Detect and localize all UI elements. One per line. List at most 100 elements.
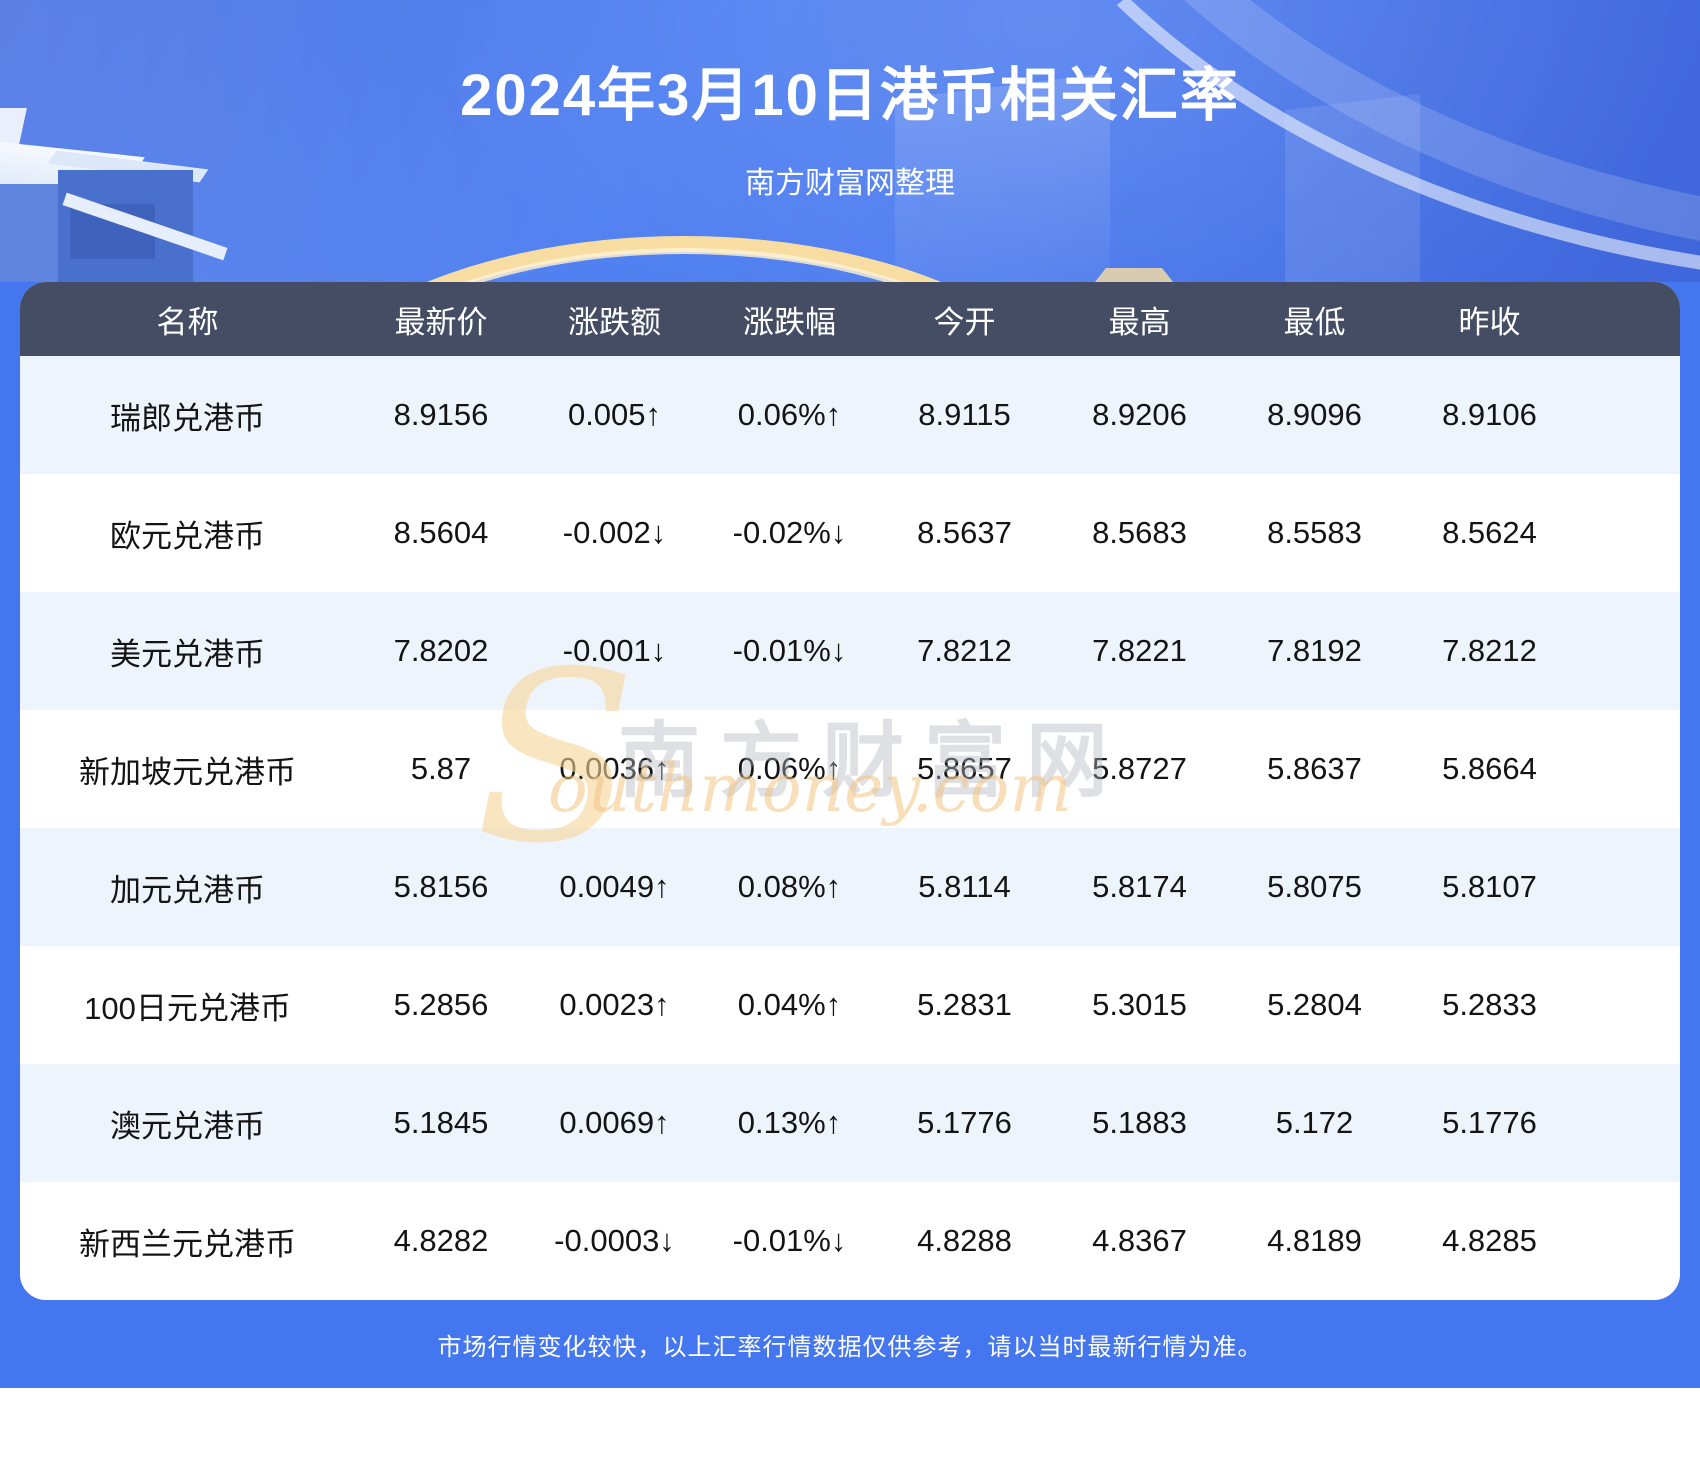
column-header-latest: 最新价 xyxy=(355,282,527,356)
spacer-cell xyxy=(1577,1182,1680,1300)
change-amount-cell: 0.0049↑ xyxy=(527,828,702,946)
column-header-open: 今开 xyxy=(877,282,1052,356)
column-header-spacer xyxy=(1577,282,1680,356)
low-cell: 8.9096 xyxy=(1227,356,1402,474)
latest-price-cell: 8.5604 xyxy=(355,474,527,592)
column-header-low: 最低 xyxy=(1227,282,1402,356)
open-cell: 5.8114 xyxy=(877,828,1052,946)
column-header-name: 名称 xyxy=(20,282,355,356)
content-area: 名称 最新价 涨跌额 涨跌幅 今开 最高 最低 昨收 瑞郎兑港币 8.9156 … xyxy=(0,282,1700,1388)
change-amount-cell: 0.0036↑ xyxy=(527,710,702,828)
spacer-cell xyxy=(1577,1064,1680,1182)
open-cell: 4.8288 xyxy=(877,1182,1052,1300)
change-percent-cell: 0.04%↑ xyxy=(702,946,877,1064)
high-cell: 8.5683 xyxy=(1052,474,1227,592)
low-cell: 5.2804 xyxy=(1227,946,1402,1064)
footer-band: 市场行情变化较快，以上汇率行情数据仅供参考，请以当时最新行情为准。 xyxy=(0,1300,1700,1388)
change-percent-cell: 0.13%↑ xyxy=(702,1064,877,1182)
low-cell: 5.8075 xyxy=(1227,828,1402,946)
change-amount-cell: -0.002↓ xyxy=(527,474,702,592)
change-percent-cell: 0.06%↑ xyxy=(702,710,877,828)
spacer-cell xyxy=(1577,474,1680,592)
table-row: 加元兑港币 5.8156 0.0049↑ 0.08%↑ 5.8114 5.817… xyxy=(20,828,1680,946)
table-row: 瑞郎兑港币 8.9156 0.005↑ 0.06%↑ 8.9115 8.9206… xyxy=(20,356,1680,474)
isometric-building-decoration xyxy=(0,108,250,282)
latest-price-cell: 7.8202 xyxy=(355,592,527,710)
currency-name-cell: 新西兰元兑港币 xyxy=(20,1182,355,1300)
change-amount-cell: 0.005↑ xyxy=(527,356,702,474)
tan-chip-decoration xyxy=(1095,268,1173,282)
change-amount-cell: 0.0023↑ xyxy=(527,946,702,1064)
table-row: 新西兰元兑港币 4.8282 -0.0003↓ -0.01%↓ 4.8288 4… xyxy=(20,1182,1680,1300)
open-cell: 8.5637 xyxy=(877,474,1052,592)
currency-name-cell: 100日元兑港币 xyxy=(20,946,355,1064)
low-cell: 5.8637 xyxy=(1227,710,1402,828)
currency-name-cell: 新加坡元兑港币 xyxy=(20,710,355,828)
open-cell: 7.8212 xyxy=(877,592,1052,710)
low-cell: 7.8192 xyxy=(1227,592,1402,710)
table-row: 100日元兑港币 5.2856 0.0023↑ 0.04%↑ 5.2831 5.… xyxy=(20,946,1680,1064)
disclaimer-text: 市场行情变化较快，以上汇率行情数据仅供参考，请以当时最新行情为准。 xyxy=(437,1333,1263,1361)
page-subtitle: 南方财富网整理 xyxy=(745,167,955,200)
page-title: 2024年3月10日港币相关汇率 xyxy=(460,63,1240,128)
column-header-change: 涨跌额 xyxy=(527,282,702,356)
column-header-high: 最高 xyxy=(1052,282,1227,356)
prev-close-cell: 8.5624 xyxy=(1402,474,1577,592)
prev-close-cell: 8.9106 xyxy=(1402,356,1577,474)
change-percent-cell: -0.02%↓ xyxy=(702,474,877,592)
column-header-change-pct: 涨跌幅 xyxy=(702,282,877,356)
latest-price-cell: 5.8156 xyxy=(355,828,527,946)
spacer-cell xyxy=(1577,592,1680,710)
low-cell: 8.5583 xyxy=(1227,474,1402,592)
high-cell: 5.8727 xyxy=(1052,710,1227,828)
open-cell: 5.1776 xyxy=(877,1064,1052,1182)
change-percent-cell: -0.01%↓ xyxy=(702,1182,877,1300)
spacer-cell xyxy=(1577,356,1680,474)
prev-close-cell: 7.8212 xyxy=(1402,592,1577,710)
prev-close-cell: 5.8107 xyxy=(1402,828,1577,946)
hero-banner: 2024年3月10日港币相关汇率 南方财富网整理 xyxy=(0,0,1700,282)
low-cell: 5.172 xyxy=(1227,1064,1402,1182)
rates-table-card: 名称 最新价 涨跌额 涨跌幅 今开 最高 最低 昨收 瑞郎兑港币 8.9156 … xyxy=(20,282,1680,1300)
latest-price-cell: 4.8282 xyxy=(355,1182,527,1300)
prev-close-cell: 5.1776 xyxy=(1402,1064,1577,1182)
table-row: 澳元兑港币 5.1845 0.0069↑ 0.13%↑ 5.1776 5.188… xyxy=(20,1064,1680,1182)
high-cell: 5.1883 xyxy=(1052,1064,1227,1182)
table-row: 欧元兑港币 8.5604 -0.002↓ -0.02%↓ 8.5637 8.56… xyxy=(20,474,1680,592)
change-amount-cell: 0.0069↑ xyxy=(527,1064,702,1182)
currency-name-cell: 欧元兑港币 xyxy=(20,474,355,592)
table-row: 新加坡元兑港币 5.87 0.0036↑ 0.06%↑ 5.8657 5.872… xyxy=(20,710,1680,828)
column-header-prev-close: 昨收 xyxy=(1402,282,1577,356)
open-cell: 8.9115 xyxy=(877,356,1052,474)
golden-arc-highlight xyxy=(282,248,1086,282)
latest-price-cell: 8.9156 xyxy=(355,356,527,474)
spacer-cell xyxy=(1577,828,1680,946)
table-row: 美元兑港币 7.8202 -0.001↓ -0.01%↓ 7.8212 7.82… xyxy=(20,592,1680,710)
high-cell: 7.8221 xyxy=(1052,592,1227,710)
prev-close-cell: 5.2833 xyxy=(1402,946,1577,1064)
change-percent-cell: 0.08%↑ xyxy=(702,828,877,946)
open-cell: 5.2831 xyxy=(877,946,1052,1064)
change-percent-cell: -0.01%↓ xyxy=(702,592,877,710)
high-cell: 4.8367 xyxy=(1052,1182,1227,1300)
spacer-cell xyxy=(1577,946,1680,1064)
high-cell: 8.9206 xyxy=(1052,356,1227,474)
bottom-margin xyxy=(0,1388,1700,1470)
change-amount-cell: -0.0003↓ xyxy=(527,1182,702,1300)
change-amount-cell: -0.001↓ xyxy=(527,592,702,710)
rates-table-body: 瑞郎兑港币 8.9156 0.005↑ 0.06%↑ 8.9115 8.9206… xyxy=(20,356,1680,1300)
latest-price-cell: 5.87 xyxy=(355,710,527,828)
prev-close-cell: 4.8285 xyxy=(1402,1182,1577,1300)
open-cell: 5.8657 xyxy=(877,710,1052,828)
prev-close-cell: 5.8664 xyxy=(1402,710,1577,828)
low-cell: 4.8189 xyxy=(1227,1182,1402,1300)
exchange-rates-table: 名称 最新价 涨跌额 涨跌幅 今开 最高 最低 昨收 瑞郎兑港币 8.9156 … xyxy=(20,282,1680,1300)
currency-name-cell: 澳元兑港币 xyxy=(20,1064,355,1182)
high-cell: 5.8174 xyxy=(1052,828,1227,946)
spacer-cell xyxy=(1577,710,1680,828)
currency-name-cell: 瑞郎兑港币 xyxy=(20,356,355,474)
latest-price-cell: 5.2856 xyxy=(355,946,527,1064)
high-cell: 5.3015 xyxy=(1052,946,1227,1064)
change-percent-cell: 0.06%↑ xyxy=(702,356,877,474)
table-header-row: 名称 最新价 涨跌额 涨跌幅 今开 最高 最低 昨收 xyxy=(20,282,1680,356)
